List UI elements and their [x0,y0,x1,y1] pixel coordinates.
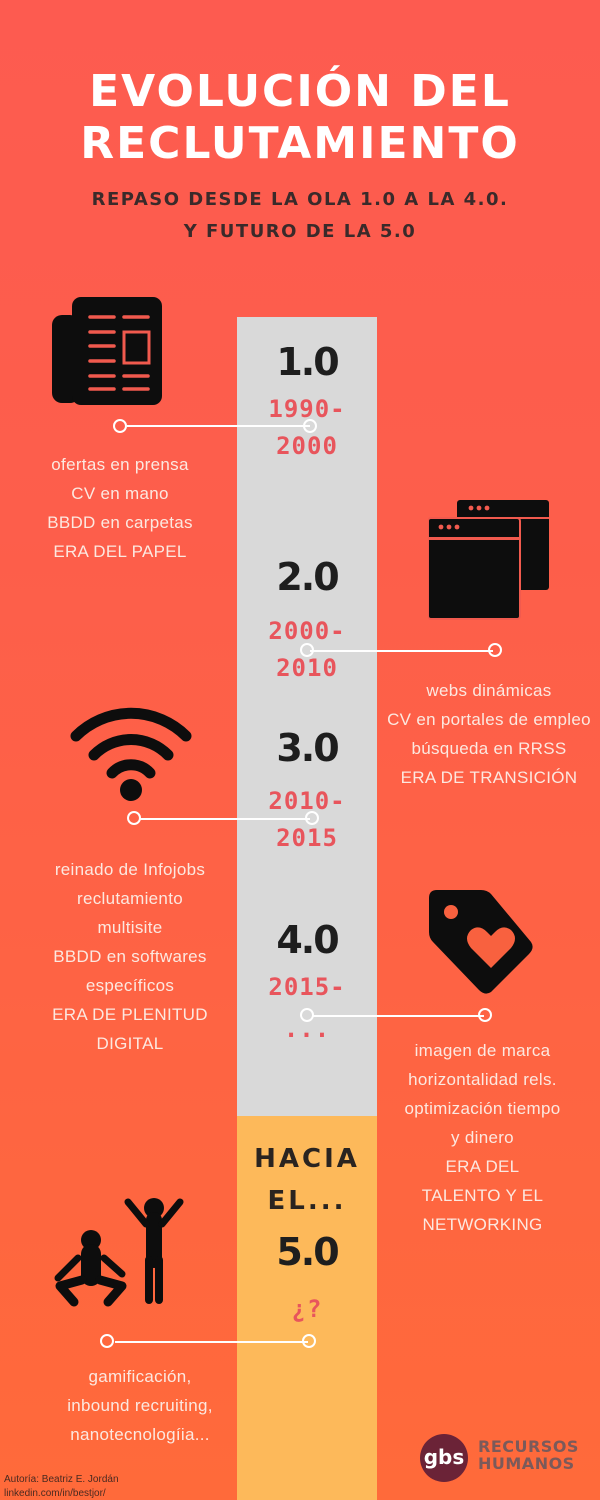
era-4-dot-right [478,1008,492,1022]
era-4-dot-left [300,1008,314,1022]
subtitle-line1: REPASO DESDE LA OLA 1.0 A LA 4.0. [91,189,509,210]
era-1-connector [127,425,310,427]
era-1-version: 1.0 [276,340,339,384]
era-5-item: inbound recruiting, [67,1396,213,1415]
era-1-item: ERA DEL PAPEL [53,542,187,561]
era-3-connector [140,818,310,820]
era-4-item: ERA DEL [445,1157,520,1176]
era-2-dot-left [300,643,314,657]
page-title-line2: RECLUTAMIENTO [80,118,520,169]
era-1-item: BBDD en carpetas [47,513,193,532]
era-3-item: BBDD en softwares [53,947,207,966]
era-3-dot-right [305,811,319,825]
timeline-column-future [237,1116,377,1500]
era-4-years-start: 2015- [268,973,346,1001]
era-5-item: nanotecnologíia... [70,1425,210,1444]
era-3-years-end: 2015 [276,824,338,852]
people-exercise-icon [54,1198,184,1307]
era-2-item: búsqueda en RRSS [411,739,567,758]
era-1-dot-right [303,419,317,433]
era-3-item: reclutamiento [77,889,183,908]
era-3-description: reinado de Infojobs reclutamiento multis… [30,855,230,1058]
era-3-dot-left [127,811,141,825]
era-4-item: TALENTO Y EL [421,1186,544,1205]
gbs-logo-mark: gbs [420,1434,468,1482]
era-2-item: CV en portales de empleo [387,710,591,729]
era-5-dot-left [100,1334,114,1348]
logo-line2: HUMANOS [478,1454,575,1473]
era-4-description: imagen de marca horizontalidad rels. opt… [385,1036,580,1239]
author-linkedin[interactable]: linkedin.com/in/bestjor/ [4,1488,106,1499]
era-1-years-end: 2000 [276,432,338,460]
era-3-version: 3.0 [276,726,339,770]
era-3-item: específicos [85,976,175,995]
era-4-connector [312,1015,484,1017]
page-title-line1: EVOLUCIÓN DEL [89,66,511,117]
gbs-logo-text: RECURSOS HUMANOS [478,1438,579,1472]
wifi-icon [70,707,192,801]
era-3-item: ERA DE PLENITUD [52,1005,208,1024]
era-5-dot-right [302,1334,316,1348]
era-2-years-end: 2010 [276,654,338,682]
era-3-years-start: 2010- [268,787,346,815]
era-4-item: imagen de marca [414,1041,551,1060]
era-2-years-start: 2000- [268,617,346,645]
browser-windows-icon [428,500,549,620]
era-4-item: NETWORKING [422,1215,543,1234]
era-1-item: CV en mano [71,484,169,503]
era-1-item: ofertas en prensa [51,455,189,474]
era-4-item: y dinero [451,1128,514,1147]
era-2-connector [310,650,493,652]
era-1-years-start: 1990- [268,395,346,423]
era-2-description: webs dinámicas CV en portales de empleo … [378,676,600,792]
era-1-dot-left [113,419,127,433]
era-5-connector [115,1341,308,1343]
era-1-description: ofertas en prensa CV en mano BBDD en car… [30,450,210,566]
era-5-description: gamificación, inbound recruiting, nanote… [40,1362,240,1449]
hacia-line1: HACIA [254,1144,360,1174]
era-4-item: horizontalidad rels. [408,1070,557,1089]
logo-line1: RECURSOS [478,1437,579,1456]
newspaper-icon [52,297,162,405]
era-3-item: DIGITAL [96,1034,164,1053]
era-3-item: multisite [97,918,163,937]
heart-tag-icon [429,890,533,994]
era-5-years: ¿? [291,1295,323,1323]
era-3-item: reinado de Infojobs [54,860,206,879]
era-2-item: webs dinámicas [426,681,552,700]
era-4-version: 4.0 [276,918,339,962]
era-5-version: 5.0 [276,1230,339,1274]
timeline-column-past [237,317,377,1116]
author-credit: Autoría: Beatriz E. Jordán [4,1474,119,1485]
era-2-item: ERA DE TRANSICIÓN [400,768,578,787]
era-4-item: optimización tiempo [404,1099,561,1118]
era-2-version: 2.0 [276,555,339,599]
hacia-line2: EL... [267,1186,347,1216]
era-2-dot-right [488,643,502,657]
era-5-item: gamificación, [88,1367,192,1386]
subtitle-line2: Y FUTURO DE LA 5.0 [183,221,417,242]
